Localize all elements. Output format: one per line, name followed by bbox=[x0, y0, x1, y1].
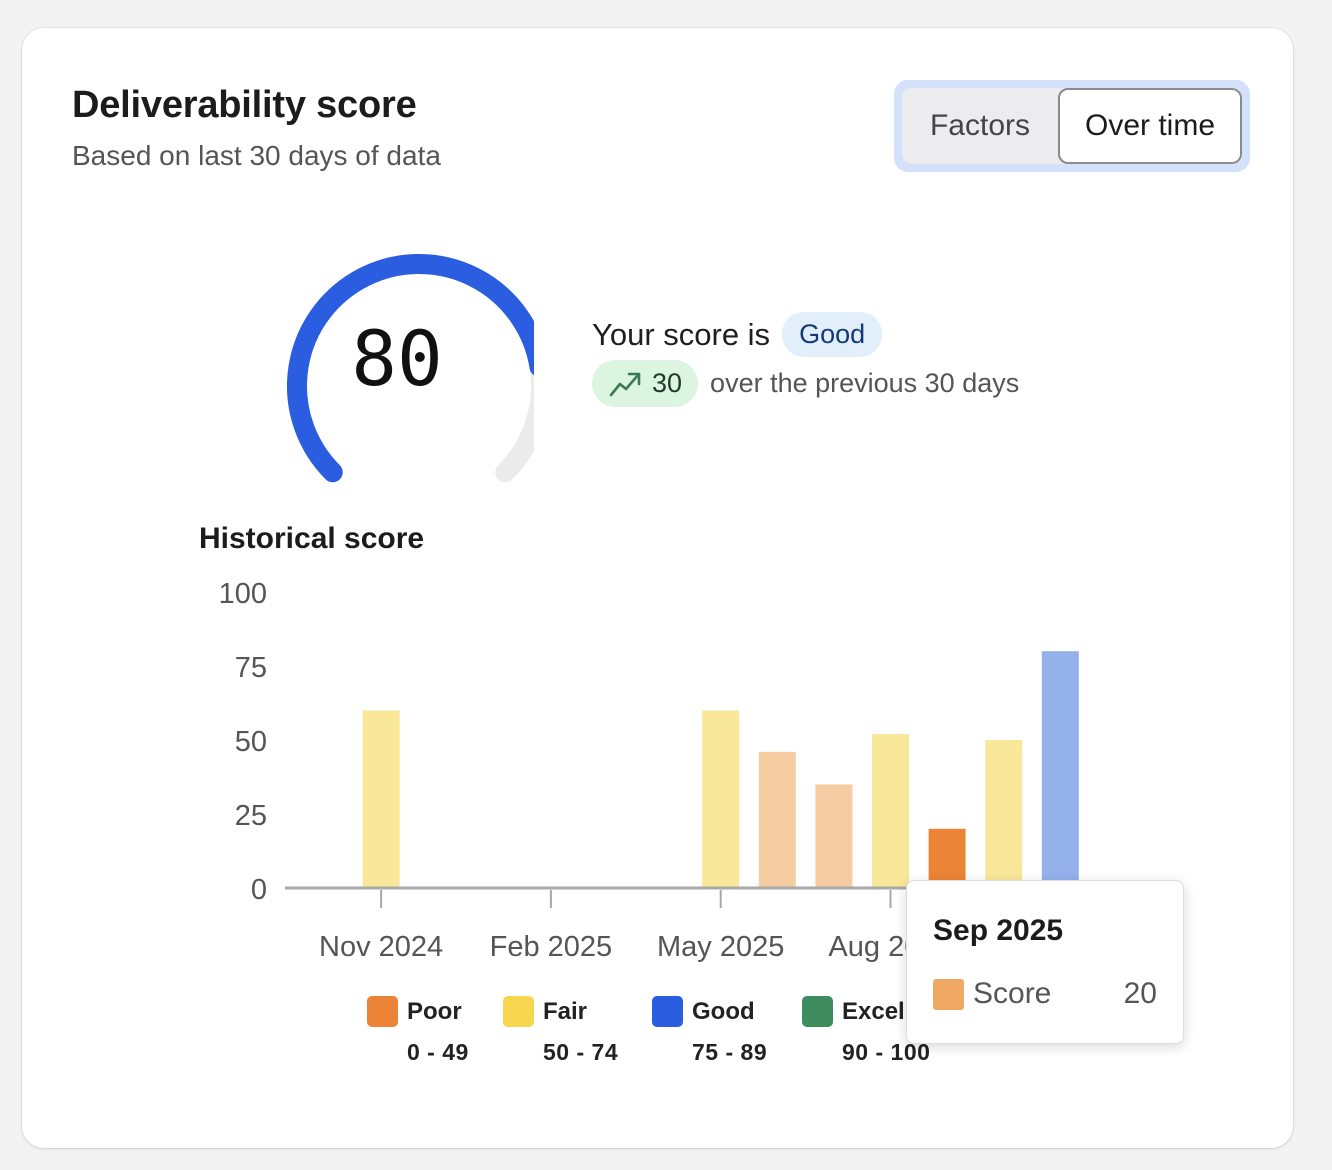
factors-tab[interactable]: Factors bbox=[902, 88, 1058, 164]
over-time-tab[interactable]: Over time bbox=[1058, 88, 1242, 164]
card-subtitle: Based on last 30 days of data bbox=[72, 140, 441, 171]
view-toggle: Factors Over time bbox=[894, 80, 1250, 172]
chart-bar bbox=[815, 784, 853, 887]
legend-range-poor: 0 - 49 bbox=[407, 1039, 469, 1065]
legend-swatch-fair bbox=[503, 996, 534, 1027]
legend-label-fair: Fair bbox=[543, 998, 588, 1025]
trending-up-icon bbox=[609, 372, 641, 396]
tooltip-label: Score bbox=[973, 977, 1052, 1010]
gauge-fill bbox=[287, 254, 534, 483]
legend-swatch-good bbox=[652, 996, 683, 1027]
score-summary: Your score is Good bbox=[592, 312, 883, 357]
score-trend: 30 over the previous 30 days bbox=[592, 360, 1019, 407]
chart-tooltip: Sep 2025 Score 20 bbox=[906, 880, 1184, 1044]
score-label: Your score is bbox=[592, 316, 771, 352]
legend-range-good: 75 - 89 bbox=[692, 1039, 768, 1065]
chart-bar bbox=[985, 740, 1023, 887]
view-toggle-track: Factors Over time bbox=[902, 88, 1242, 164]
chart-legend: Poor 0 - 49 Fair 50 - 74 Good 75 - 89 Ex… bbox=[367, 996, 947, 1076]
chart-bar bbox=[702, 710, 740, 887]
y-tick-label: 50 bbox=[235, 726, 267, 758]
tooltip-swatch bbox=[933, 979, 964, 1010]
legend-label-excellent: Excel bbox=[842, 998, 905, 1025]
tooltip-value: 20 bbox=[1123, 977, 1157, 1010]
x-tick-label: Feb 2025 bbox=[490, 931, 613, 963]
y-tick-label: 75 bbox=[235, 652, 267, 684]
y-tick-label: 0 bbox=[251, 874, 267, 906]
chart-bar bbox=[872, 734, 909, 887]
trend-badge: 30 bbox=[592, 360, 699, 407]
y-tick-label: 100 bbox=[219, 578, 267, 610]
y-tick-label: 25 bbox=[235, 800, 267, 832]
chart-bar bbox=[362, 710, 400, 887]
score-gauge bbox=[287, 254, 534, 483]
legend-swatch-poor bbox=[367, 996, 398, 1027]
x-tick-label: May 2025 bbox=[657, 931, 784, 963]
legend-label-good: Good bbox=[692, 998, 755, 1025]
legend-range-fair: 50 - 74 bbox=[543, 1039, 619, 1065]
tooltip-title: Sep 2025 bbox=[933, 914, 1064, 947]
trend-value: 30 bbox=[652, 368, 683, 398]
deliverability-card: Deliverability score Based on last 30 da… bbox=[22, 28, 1293, 1148]
chart-bar bbox=[1041, 651, 1079, 887]
historical-title: Historical score bbox=[199, 522, 425, 555]
legend-label-poor: Poor bbox=[407, 998, 462, 1025]
card-title: Deliverability score bbox=[72, 84, 417, 126]
chart-bar bbox=[928, 828, 966, 887]
trend-description: over the previous 30 days bbox=[710, 368, 1020, 398]
x-tick-label: Nov 2024 bbox=[319, 931, 443, 963]
score-rating-badge: Good bbox=[782, 312, 883, 357]
chart-bar bbox=[758, 751, 796, 887]
legend-swatch-excellent bbox=[802, 996, 833, 1027]
score-value: 80 bbox=[351, 314, 443, 403]
